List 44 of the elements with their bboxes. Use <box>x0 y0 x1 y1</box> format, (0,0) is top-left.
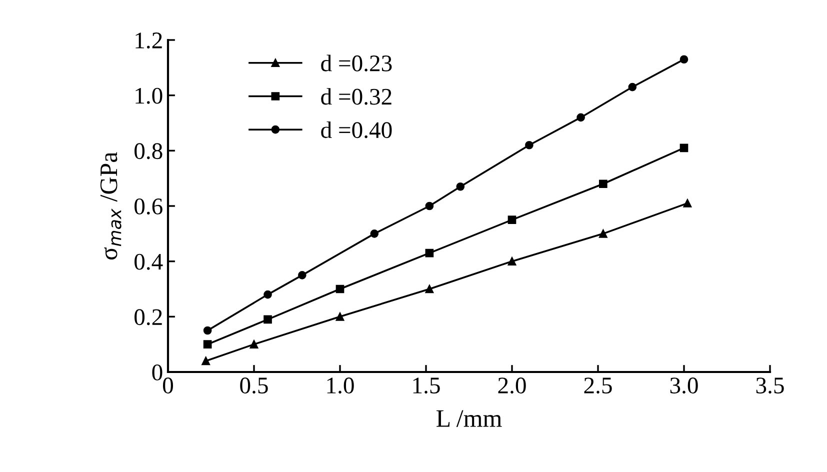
point <box>264 315 272 324</box>
x-tick-label: 3.5 <box>756 378 784 394</box>
y-tick-label: 0.6 <box>134 198 162 215</box>
x-tick-label: 3.0 <box>670 378 698 394</box>
point <box>456 182 465 191</box>
y-tick-label: 0.8 <box>134 143 162 160</box>
y-tick-label: 0.4 <box>134 254 163 270</box>
point <box>425 248 434 258</box>
point <box>525 140 534 150</box>
y-tick-label: 0 <box>152 364 162 380</box>
y-axis-title: σ$_{max}$ /GPa <box>100 152 122 260</box>
x-tick-label: 2.0 <box>498 378 526 394</box>
point <box>203 340 212 348</box>
point <box>425 202 434 210</box>
point <box>425 284 434 294</box>
legend-label: d =0.23 <box>321 54 392 72</box>
x-tick-label: 2.5 <box>584 378 612 394</box>
point <box>598 230 608 238</box>
point <box>250 340 258 348</box>
x-tick-label: 0 <box>162 378 174 394</box>
y-tick-label: 1.2 <box>136 32 162 49</box>
legend-label: d =0.32 <box>321 88 392 105</box>
point <box>680 55 688 64</box>
y-tick-label: 0.2 <box>134 309 162 326</box>
x-tick-label: 1.5 <box>413 378 440 394</box>
point <box>598 180 608 188</box>
x-tick-label: 1.0 <box>327 378 354 394</box>
point <box>203 326 212 335</box>
point <box>508 216 516 224</box>
point <box>508 257 516 266</box>
legend-label: d =0.40 <box>321 121 392 138</box>
point <box>683 199 692 208</box>
point <box>628 82 637 92</box>
point <box>298 271 306 280</box>
point <box>336 284 344 294</box>
x-tick-label: 0.5 <box>240 378 268 394</box>
point <box>264 290 272 299</box>
y-tick-label: 1.0 <box>136 88 162 104</box>
point <box>202 356 210 366</box>
point <box>336 312 344 321</box>
x-axis-title: L /mm <box>436 410 502 427</box>
point <box>680 144 688 152</box>
point <box>576 113 585 122</box>
point <box>370 230 379 238</box>
